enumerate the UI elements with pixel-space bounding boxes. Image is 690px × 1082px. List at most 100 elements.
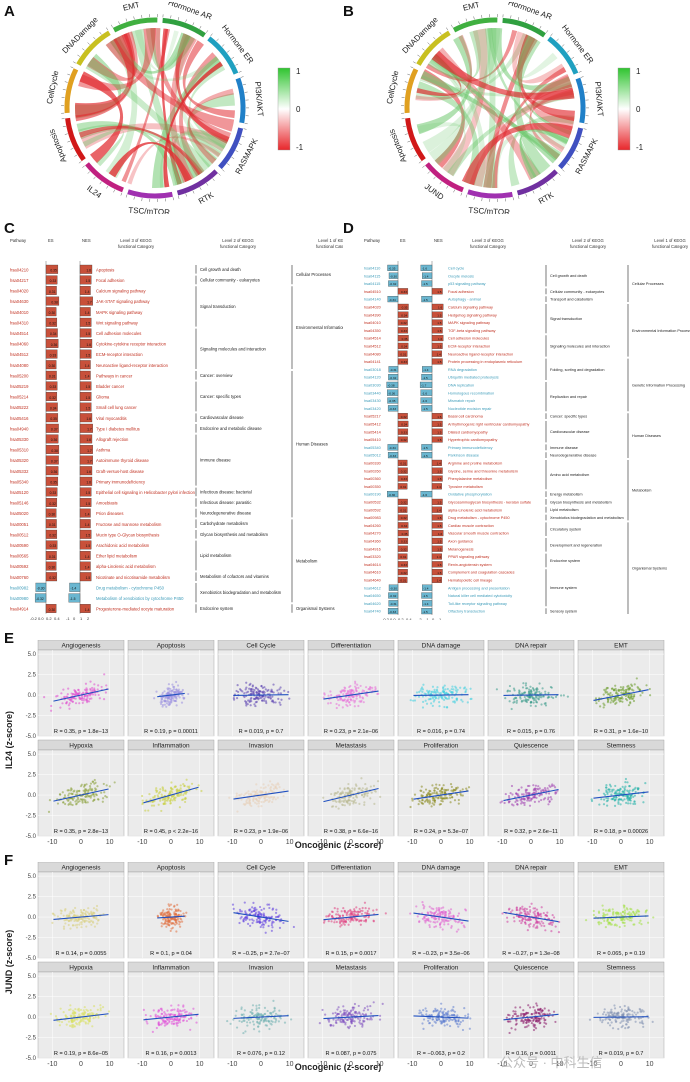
scatter-point: [546, 911, 549, 914]
scatter-point: [267, 696, 270, 699]
scatter-point: [365, 787, 369, 790]
scatter-point: [163, 922, 166, 925]
scatter-point: [526, 799, 529, 802]
scatter-point: [630, 695, 633, 698]
scatter-point: [252, 909, 256, 913]
scatter-point: [520, 802, 523, 805]
scatter-point: [532, 701, 535, 704]
kegg-nes-bar: [79, 413, 93, 423]
scatter-point: [524, 682, 528, 685]
scatter-point: [341, 1013, 344, 1016]
scatter-point: [93, 687, 96, 690]
scatter-point: [619, 686, 622, 689]
x-tick-label: -10: [407, 839, 417, 846]
scatter-point: [440, 921, 443, 924]
scatter-point: [540, 1017, 543, 1020]
scatter-point: [185, 778, 188, 781]
kegg-es-value: 0.32: [401, 516, 407, 520]
scatter-point: [629, 914, 632, 917]
kegg-es-bar: [387, 264, 399, 271]
scatter-point: [87, 694, 90, 697]
scatter-point: [446, 788, 450, 791]
scatter-point: [504, 792, 507, 796]
scatter-point: [254, 704, 257, 708]
kegg-level3-label: Tyrosine metabolism: [448, 485, 483, 489]
chord-ribbon: [134, 29, 192, 71]
scatter-point: [159, 1007, 162, 1010]
scatter-point: [432, 920, 435, 924]
chord-sector-label: CellCycle: [45, 69, 61, 104]
scatter-point: [465, 787, 468, 790]
kegg-nes-value: -1.6: [422, 391, 428, 395]
scatter-point: [627, 802, 630, 805]
chord-tick: [235, 63, 239, 66]
scatter-point: [372, 1001, 375, 1004]
scatter-point: [185, 1010, 188, 1013]
scatter-point: [185, 1019, 189, 1023]
scatter-point: [452, 915, 455, 919]
kegg-nes-axis-tick: -1: [425, 617, 429, 620]
kegg-es-bar: [45, 286, 57, 295]
facet-stat-label: R = −0.063, p = 0.2: [417, 1051, 465, 1057]
scatter-point: [104, 1014, 107, 1017]
scatter-point: [60, 692, 63, 695]
chord-tick: [407, 140, 411, 143]
kegg-level2-label: Glycan biosynthesis and metabolism: [550, 500, 612, 504]
scatter-point: [247, 790, 250, 793]
scatter-point: [104, 691, 107, 694]
scatter-point: [80, 926, 83, 929]
scatter-point: [94, 1016, 97, 1019]
kegg-es-value: -0.38: [388, 384, 395, 388]
scatter-point: [505, 916, 509, 919]
scatter-point: [273, 1017, 276, 1020]
scatter-point: [520, 699, 524, 702]
scatter-point: [619, 688, 623, 692]
scatter-point: [336, 907, 339, 910]
chord-sector-label: Hormone AR: [507, 2, 553, 22]
x-tick-label: 0: [439, 1061, 443, 1068]
chord-sector-arc: [416, 30, 451, 66]
scatter-point: [440, 1022, 443, 1025]
scatter-point: [96, 688, 99, 691]
scatter-point: [161, 1012, 164, 1015]
scatter-point: [97, 798, 100, 801]
scatter-point: [600, 922, 603, 925]
kegg-nes-value: 1.5: [437, 540, 442, 544]
scatter-point: [612, 796, 616, 799]
scatter-point: [456, 914, 459, 918]
scatter-point: [264, 1012, 267, 1015]
kegg-level1-label: Metabolism: [296, 558, 318, 563]
scatter-point: [234, 1014, 237, 1017]
scatter-point: [542, 789, 545, 792]
kegg-nes-value: 1.5: [437, 290, 442, 294]
regression-line: [233, 1015, 289, 1019]
scatter-point: [81, 919, 85, 922]
scatter-point: [184, 792, 188, 795]
scatter-point: [367, 916, 370, 919]
scatter-point: [163, 798, 167, 801]
scatter-point: [521, 905, 524, 908]
scatter-point: [155, 690, 158, 693]
kegg-nes-bar: [431, 576, 442, 583]
scatter-point: [78, 1013, 81, 1016]
scatter-point: [469, 697, 472, 701]
scatter-point: [149, 1014, 152, 1018]
scatter-point: [633, 923, 636, 926]
scatter-point: [271, 1020, 274, 1023]
chord-ribbon: [427, 29, 481, 81]
kegg-nes-value: 1.5: [86, 396, 91, 400]
scatter-point: [431, 1024, 434, 1027]
chord-tick: [433, 36, 436, 40]
chord-tick: [185, 193, 187, 197]
chord-tick: [433, 176, 436, 180]
kegg-nes-value: -1.4: [423, 274, 429, 278]
scatter-point: [348, 803, 351, 806]
scatter-point: [592, 909, 595, 913]
scatter-point: [327, 702, 330, 705]
kegg-nes-bar: [431, 311, 443, 318]
scatter-point: [457, 928, 460, 931]
kegg-pathway-id: hsa04115: [364, 274, 380, 278]
